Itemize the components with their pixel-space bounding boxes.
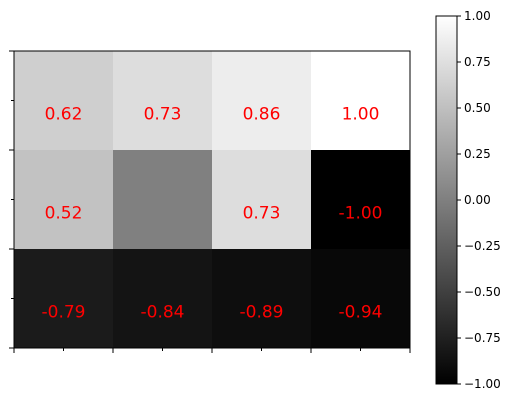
cell-label-r0-c2: 0.86 (243, 105, 281, 125)
heatmap-cell-r0-c0 (14, 51, 113, 150)
heatmap-cell-r1-c2 (212, 150, 311, 249)
cell-label-r2-c2: -0.89 (240, 303, 284, 323)
colorbar-gradient (436, 16, 457, 384)
heatmap-cell-r0-c2 (212, 51, 311, 150)
heatmap-cell-r2-c2 (212, 249, 311, 348)
heatmap-cell-r2-c1 (113, 249, 212, 348)
heatmap-cell-r1-c0 (14, 150, 113, 249)
cell-label-r2-c0: -0.79 (42, 303, 86, 323)
heatmap-cell-r1-c1 (113, 150, 212, 249)
colorbar-tick-label: 0.00 (464, 193, 491, 207)
colorbar: 1.00 0.75 0.50 0.25 0.00 −0.25 −0.50 −0.75 −1.00 (435, 9, 501, 391)
heatmap-cell-r0-c1 (113, 51, 212, 150)
colorbar-tick-label: −1.00 (464, 377, 501, 391)
cell-label-r2-c3: -0.94 (339, 303, 383, 323)
colorbar-tick-label: −0.50 (464, 285, 501, 299)
cell-label-r1-c3: -1.00 (339, 204, 383, 224)
colorbar-tick-label: 0.50 (464, 101, 491, 115)
cell-label-r0-c3: 1.00 (342, 105, 380, 125)
heatmap-area: 0.62 0.73 0.86 1.00 0.52 0.73 -1.00 -0.79 -0.84 -… (9, 50, 411, 353)
colorbar-tick-label: −0.75 (464, 331, 501, 345)
colorbar-tick-label: 0.25 (464, 147, 491, 161)
heatmap-cell-r1-c3 (311, 150, 410, 249)
cell-label-r1-c0: 0.52 (45, 204, 83, 224)
cell-label-r2-c1: -0.84 (141, 303, 185, 323)
cell-label-r0-c1: 0.73 (144, 105, 182, 125)
colorbar-tick-label: 1.00 (464, 9, 491, 23)
heatmap-cell-r0-c3 (311, 51, 410, 150)
colorbar-tick-label: 0.75 (464, 55, 491, 69)
cell-label-r0-c0: 0.62 (45, 105, 83, 125)
cell-label-r1-c2: 0.73 (243, 204, 281, 224)
colorbar-tick-label: −0.25 (464, 239, 501, 253)
heatmap-cell-r2-c3 (311, 249, 410, 348)
heatmap-cell-r2-c0 (14, 249, 113, 348)
